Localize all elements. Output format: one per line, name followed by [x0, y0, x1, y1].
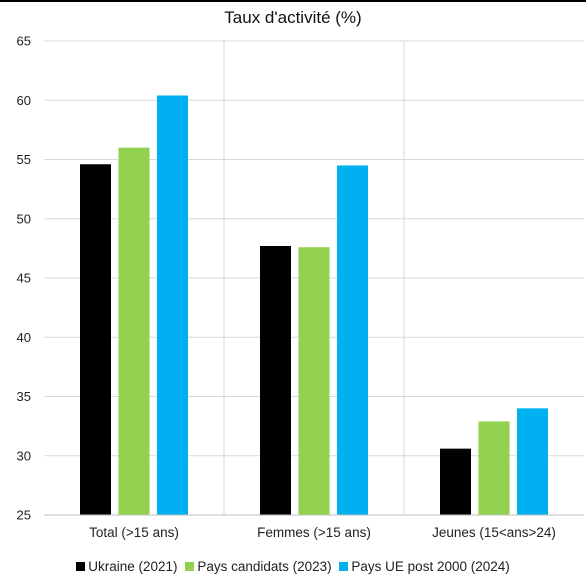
bar-1-1 — [80, 164, 111, 516]
x-category-label: Total (>15 ans) — [89, 525, 179, 540]
bar-chart: 25 30 35 40 45 50 55 60 65 Total (>15 ans) Femmes … — [17, 34, 584, 540]
y-tick-label: 60 — [17, 93, 31, 108]
bar-3-1 — [157, 95, 188, 515]
bar-2-1 — [118, 147, 150, 515]
top-border — [0, 0, 586, 2]
y-tick-label: 35 — [17, 389, 31, 404]
bar-2-2 — [298, 247, 330, 515]
legend-swatch-candidats — [185, 562, 195, 571]
y-tick-label: 55 — [17, 152, 31, 167]
legend-item-ue: Pays UE post 2000 (2024) — [339, 559, 510, 574]
y-tick-label: 25 — [17, 508, 31, 523]
bar-3-2 — [337, 165, 368, 516]
y-tick-label: 50 — [17, 211, 31, 226]
legend: Ukraine (2021) Pays candidats (2023) Pay… — [0, 559, 586, 574]
chart-title: Taux d'activité (%) — [224, 8, 362, 27]
y-tick-label: 65 — [17, 34, 31, 49]
x-category-label: Jeunes (15<ans>24) — [432, 525, 556, 540]
bar-1-2 — [260, 246, 291, 515]
legend-item-ukraine: Ukraine (2021) — [76, 559, 178, 574]
x-category-label: Femmes (>15 ans) — [257, 525, 371, 540]
legend-label-ue: Pays UE post 2000 (2024) — [351, 559, 510, 574]
y-tick-label: 40 — [17, 330, 31, 345]
legend-label-ukraine: Ukraine (2021) — [88, 559, 178, 574]
legend-swatch-ukraine — [76, 562, 86, 571]
y-tick-label: 45 — [17, 271, 31, 286]
legend-item-candidats: Pays candidats (2023) — [185, 559, 332, 574]
bar-2-3 — [478, 421, 510, 515]
legend-swatch-ue — [339, 562, 349, 571]
y-tick-label: 30 — [17, 448, 31, 463]
bar-1-3 — [440, 448, 471, 515]
bar-3-3 — [517, 408, 548, 515]
legend-label-candidats: Pays candidats (2023) — [197, 559, 332, 574]
